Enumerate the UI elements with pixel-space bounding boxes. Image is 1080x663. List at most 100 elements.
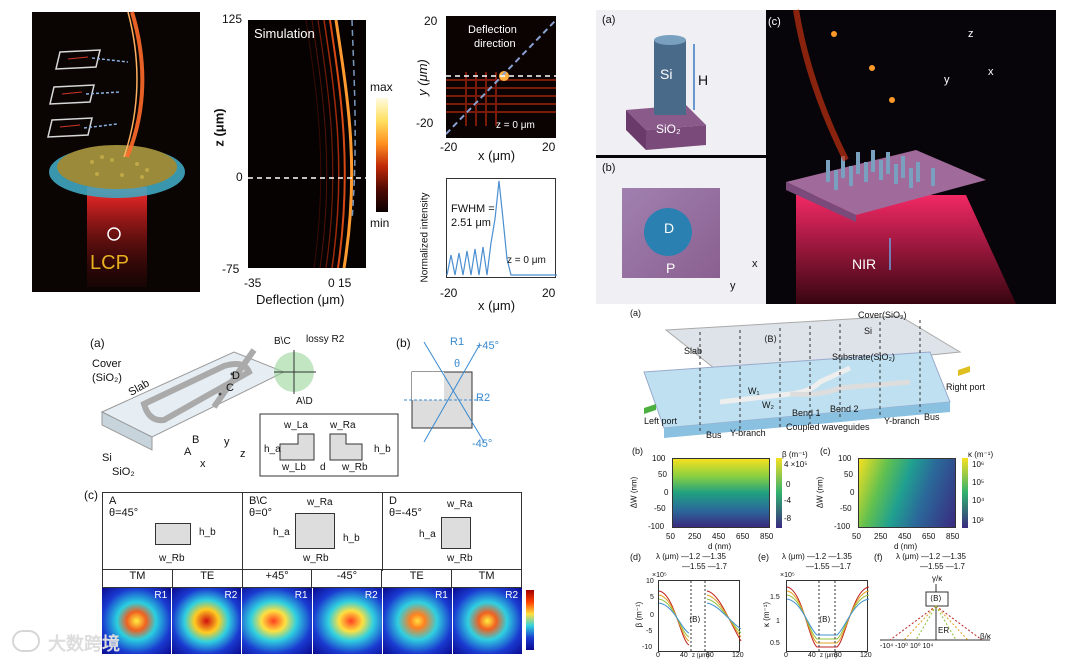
nanopillar-panel: (a) Si H SiO₂ D P (b) x y (c) NIR z x y	[596, 9, 1056, 304]
mode-header: TM	[478, 570, 495, 582]
cell-bc: B\C θ=0° w_Ra h_a h_b w_Rb	[243, 493, 383, 571]
bend2-label: Bend 2	[830, 404, 859, 414]
hm-b-cbtick: 0	[786, 480, 791, 489]
defl-y-neg20: -20	[416, 116, 434, 130]
er-cone	[880, 584, 990, 641]
waveguide-illustration	[100, 341, 485, 477]
simulation-beam	[248, 20, 366, 268]
line-e-xtick: 120	[860, 652, 872, 659]
metasurface-lcp-panel: LCP	[32, 11, 200, 292]
mode-colorbar	[526, 590, 534, 650]
cell-d: D θ=-45° w_Ra h_a w_Rb	[383, 493, 523, 571]
cell-d-shape	[441, 517, 471, 549]
minus45-label: -45°	[472, 438, 493, 450]
sio2-wg-label: SiO₂	[112, 466, 135, 478]
axis-y-c: y	[944, 74, 950, 86]
label-a-right: (a)	[630, 308, 641, 318]
ha-label: h_a	[264, 444, 281, 455]
mode-field-map: R2	[172, 588, 243, 654]
line-f-legend2: —1.55 —1.7	[920, 562, 965, 571]
line-e-legend2: —1.55 —1.7	[806, 562, 851, 571]
mode-field-map: R2	[312, 588, 383, 654]
line-e-ytick: 1.5	[770, 594, 780, 601]
rotation-arrow-icon	[107, 227, 121, 241]
line-e-xtick: 40	[808, 652, 816, 659]
cell-a-wrb: w_Rb	[159, 553, 185, 564]
hm-b-xtick: 850	[760, 532, 774, 541]
cell-d-theta: θ=-45°	[389, 507, 422, 519]
sim-y-label: z (μm)	[211, 108, 227, 147]
cell-d-wrb: w_Rb	[447, 553, 473, 564]
watermark-logo-icon	[12, 630, 40, 652]
cell-bc-shape	[295, 513, 335, 549]
cell-a-title: A	[109, 495, 117, 507]
sim-y-tick-0: 0	[236, 170, 243, 184]
defl-x-neg20: -20	[440, 140, 458, 154]
line-d-legend2: —1.55 —1.7	[682, 562, 727, 571]
colorbar-max-label: max	[370, 80, 393, 94]
hm-c-label: (c)	[820, 446, 831, 456]
line-e-legend1: λ (μm) —1.2 —1.35	[782, 552, 852, 561]
hm-b-xtick: 650	[736, 532, 750, 541]
hm-b-xtick: 450	[712, 532, 726, 541]
hb-label: h_b	[374, 444, 391, 455]
lossy-r2-label: lossy R2	[306, 334, 345, 345]
plus45-label: +45°	[476, 340, 500, 352]
bend1-label: Bend 1	[792, 408, 821, 418]
hm-b-ytick: 0	[664, 488, 669, 497]
label-b: (b)	[602, 162, 616, 174]
hm-c-ytick: 0	[850, 488, 855, 497]
label-b-wg: (b)	[396, 336, 411, 350]
watermark-text: 大数跨境	[48, 634, 120, 654]
fwhm-label: FWHM =	[451, 203, 495, 215]
norm-x-label: x (μm)	[478, 298, 516, 313]
hm-c-ytick: 100	[838, 454, 852, 463]
cell-bc-wrb: w_Rb	[303, 553, 329, 564]
hm-b-xtick: 250	[688, 532, 702, 541]
cell-bc-title: B\C	[249, 495, 268, 507]
hm-b-label: (b)	[632, 446, 643, 456]
line-e-bracket: ⟨B⟩	[819, 615, 831, 624]
mode-r-label: R1	[154, 590, 168, 601]
hm-c-xtick: 850	[946, 532, 960, 541]
d-gap-label: d	[320, 462, 326, 473]
hm-b-xlabel: d (nm)	[708, 542, 732, 551]
cover-label: Cover	[92, 358, 122, 370]
line-plot-beta: ⟨B⟩	[658, 580, 742, 653]
sim-y-tick-125: 125	[222, 12, 243, 26]
mode-header: +45°	[243, 570, 313, 587]
defl-y-20: 20	[424, 14, 438, 28]
line-f-label: (f)	[874, 552, 883, 562]
hm-b-ytick: -100	[648, 522, 665, 531]
si-label: Si	[660, 66, 673, 82]
hm-c-ytick: -100	[834, 522, 851, 531]
mode-r-label: R1	[294, 590, 308, 601]
heatmap-beta	[672, 458, 770, 528]
norm-y-label: Normalized intensity	[419, 192, 431, 283]
hm-b-ylabel: ΔW (nm)	[629, 476, 639, 509]
cell-bc-ha: h_a	[273, 527, 290, 538]
cell-a-hb: h_b	[199, 527, 216, 538]
hm-c-xlabel: d (nm)	[894, 542, 918, 551]
hm-c-ytick: 50	[844, 470, 853, 479]
p-label: P	[666, 260, 676, 276]
hm-c-cbtitle: κ (m⁻¹)	[968, 450, 994, 459]
w2-label: W₂	[762, 400, 774, 410]
intensity-plot	[446, 180, 557, 276]
bus-label: Bus	[706, 430, 722, 440]
metasurface-illustration	[47, 11, 185, 287]
line-d-exp: ×10⁵	[652, 572, 667, 579]
kappa-curves	[786, 581, 870, 653]
cell-bc-wra: w_Ra	[307, 497, 333, 508]
deflection-map	[446, 19, 556, 135]
bracket-b-label: ⟨B⟩	[764, 334, 778, 344]
axis-x-c: x	[988, 66, 994, 78]
line-d-legend1: λ (μm) —1.2 —1.35	[656, 552, 726, 561]
coupled-label: Coupled waveguides	[786, 422, 870, 432]
hm-b-ytick: 100	[652, 454, 666, 463]
sio2-label: SiO₂	[656, 122, 681, 136]
line-e-xtick: 0	[784, 652, 788, 659]
defl-y-label: y (μm)	[414, 59, 430, 96]
d-label: D	[664, 220, 675, 236]
line-d-xtick: 120	[732, 652, 744, 659]
